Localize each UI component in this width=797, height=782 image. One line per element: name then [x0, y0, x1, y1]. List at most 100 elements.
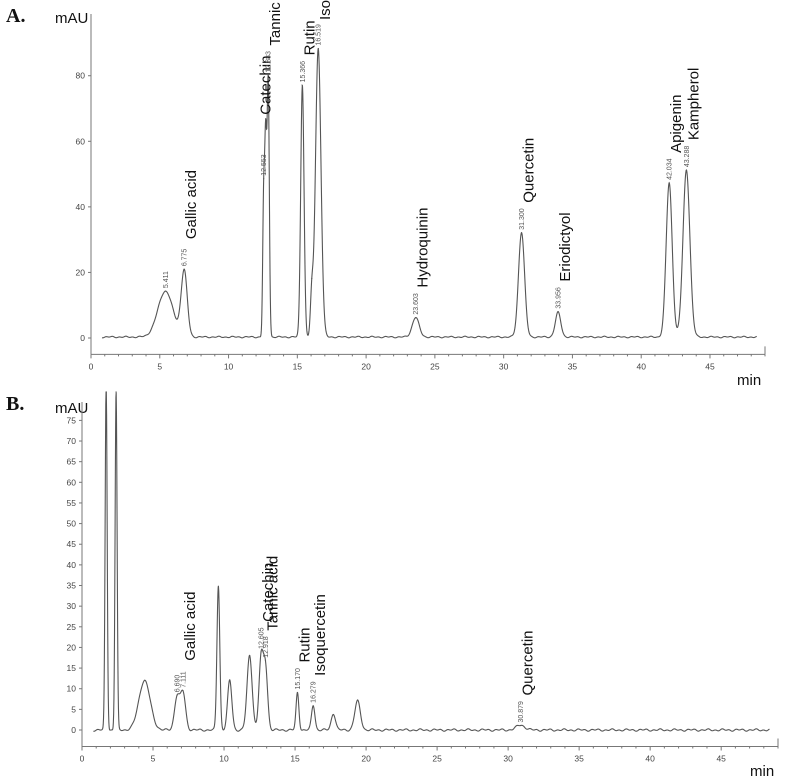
peak-apex	[332, 713, 335, 716]
y-tick-label: 30	[67, 601, 77, 611]
x-tick-label: 40	[636, 361, 646, 371]
peak-retention-time: 23.603	[413, 293, 420, 315]
peak-retention-time: 6.775	[182, 249, 189, 267]
peak-retention-time: 15.170	[295, 668, 302, 690]
panel-b-trace	[93, 391, 770, 732]
peak-retention-time: 33.956	[556, 287, 563, 309]
peak-apex	[415, 317, 417, 319]
peak-compound-label: Apigenin	[668, 95, 685, 153]
peak-apex	[301, 84, 303, 86]
x-tick-label: 25	[430, 361, 440, 371]
y-tick-label: 15	[67, 663, 77, 673]
peak-apex	[265, 118, 267, 120]
panel-b-axes	[81, 402, 779, 748]
peak-retention-time: 6.690	[175, 675, 182, 693]
x-tick-label: 25	[432, 754, 442, 764]
peak-compound-label: Quercetin	[521, 138, 538, 203]
y-tick-label: 65	[67, 457, 77, 467]
peak-compound-label: Catechin	[260, 563, 277, 622]
panel-b-xlabel: min	[750, 763, 774, 780]
peak-apex	[115, 391, 117, 393]
x-tick-label: 40	[645, 754, 655, 764]
x-tick-label: 0	[80, 754, 85, 764]
panel-b-ylabel: mAU	[55, 400, 88, 417]
panel-b-label: B.	[6, 393, 24, 415]
peak-apex	[183, 268, 185, 270]
peak-retention-time: 16.519	[316, 24, 323, 46]
y-tick-label: 35	[67, 581, 77, 591]
peak-compound-label: Gallic acid	[183, 170, 200, 239]
peak-compound-label: Rutin	[296, 627, 313, 662]
peak-retention-time: 12.553	[261, 154, 268, 176]
peak-apex	[312, 705, 314, 707]
x-tick-label: 30	[499, 361, 509, 371]
y-tick-label: 0	[80, 333, 85, 343]
panel-a-trace	[101, 47, 757, 339]
panel-a-axes	[90, 14, 766, 355]
peak-apex	[260, 651, 262, 653]
x-tick-label: 45	[716, 754, 726, 764]
peak-retention-time: 12.918	[263, 636, 270, 658]
peak-apex	[105, 391, 107, 393]
peak-compound-label: Isoquercetin	[312, 594, 329, 676]
x-tick-label: 0	[89, 361, 94, 371]
y-tick-label: 0	[71, 725, 76, 735]
peak-retention-time: 31.300	[519, 208, 526, 230]
x-tick-label: 30	[503, 754, 513, 764]
x-tick-label: 45	[705, 361, 715, 371]
y-tick-label: 60	[67, 477, 77, 487]
peak-apex	[356, 699, 359, 701]
peak-apex	[143, 679, 146, 681]
peak-apex	[264, 660, 267, 662]
peak-apex	[249, 654, 251, 657]
peak-apex	[296, 691, 299, 694]
peak-apex	[176, 694, 178, 696]
panel-a-peak-labels: 5.411 6.775 Gallic acid 12.553 Catechin12.88…	[163, 0, 702, 319]
peak-compound-label: Isoquercetin	[317, 0, 334, 20]
x-tick-label: 10	[224, 361, 234, 371]
x-tick-label: 20	[361, 361, 371, 371]
peak-retention-time: 12.605	[259, 627, 266, 649]
chromatogram-trace	[101, 47, 757, 339]
peak-retention-time: 5.411	[163, 271, 170, 288]
panel-a-xlabel: min	[737, 372, 761, 389]
peak-compound-label: Tannic acid	[264, 556, 281, 631]
peak-apex	[217, 585, 219, 587]
peak-apex	[520, 232, 523, 234]
x-tick-label: 35	[574, 754, 584, 764]
peak-apex	[182, 690, 184, 692]
peak-compound-label: Catechin	[258, 56, 275, 115]
panel-b-ticks: 0 5 10 15 20 25 30 35 40 45 50 55 60 65 70 75 0 5 10 15 20 25…	[67, 415, 779, 764]
x-tick-label: 15	[290, 754, 300, 764]
peak-apex	[317, 47, 319, 50]
peak-compound-label: Kampherol	[685, 68, 702, 141]
y-tick-label: 60	[76, 136, 86, 146]
y-tick-label: 75	[67, 415, 77, 425]
peak-compound-label: Gallic acid	[182, 592, 199, 661]
y-tick-label: 40	[67, 560, 77, 570]
peak-retention-time: 16.279	[311, 681, 318, 703]
peak-apex	[263, 178, 265, 180]
peak-compound-label: Eriodictyol	[557, 212, 574, 281]
peak-retention-time: 12.883	[266, 51, 273, 73]
panel-a: A. mAU min 0 20 40 60 80 0 5 10 15 20 25 30 35 40 45 5…	[6, 0, 766, 389]
y-tick-label: 20	[76, 267, 86, 277]
peak-apex	[685, 169, 688, 171]
peak-retention-time: 42.034	[667, 158, 674, 180]
x-tick-label: 5	[151, 754, 156, 764]
panel-a-ylabel: mAU	[55, 10, 88, 27]
peak-apex	[229, 679, 231, 681]
x-tick-label: 5	[157, 361, 162, 371]
x-tick-label: 20	[361, 754, 371, 764]
y-tick-label: 55	[67, 498, 77, 508]
x-tick-label: 35	[568, 361, 578, 371]
y-tick-label: 20	[67, 642, 77, 652]
peak-retention-time: 30.879	[518, 701, 525, 723]
peak-apex	[520, 724, 522, 727]
y-tick-label: 25	[67, 622, 77, 632]
y-tick-label: 50	[67, 519, 77, 529]
peak-apex	[557, 311, 559, 313]
chromatogram-trace	[93, 391, 770, 732]
